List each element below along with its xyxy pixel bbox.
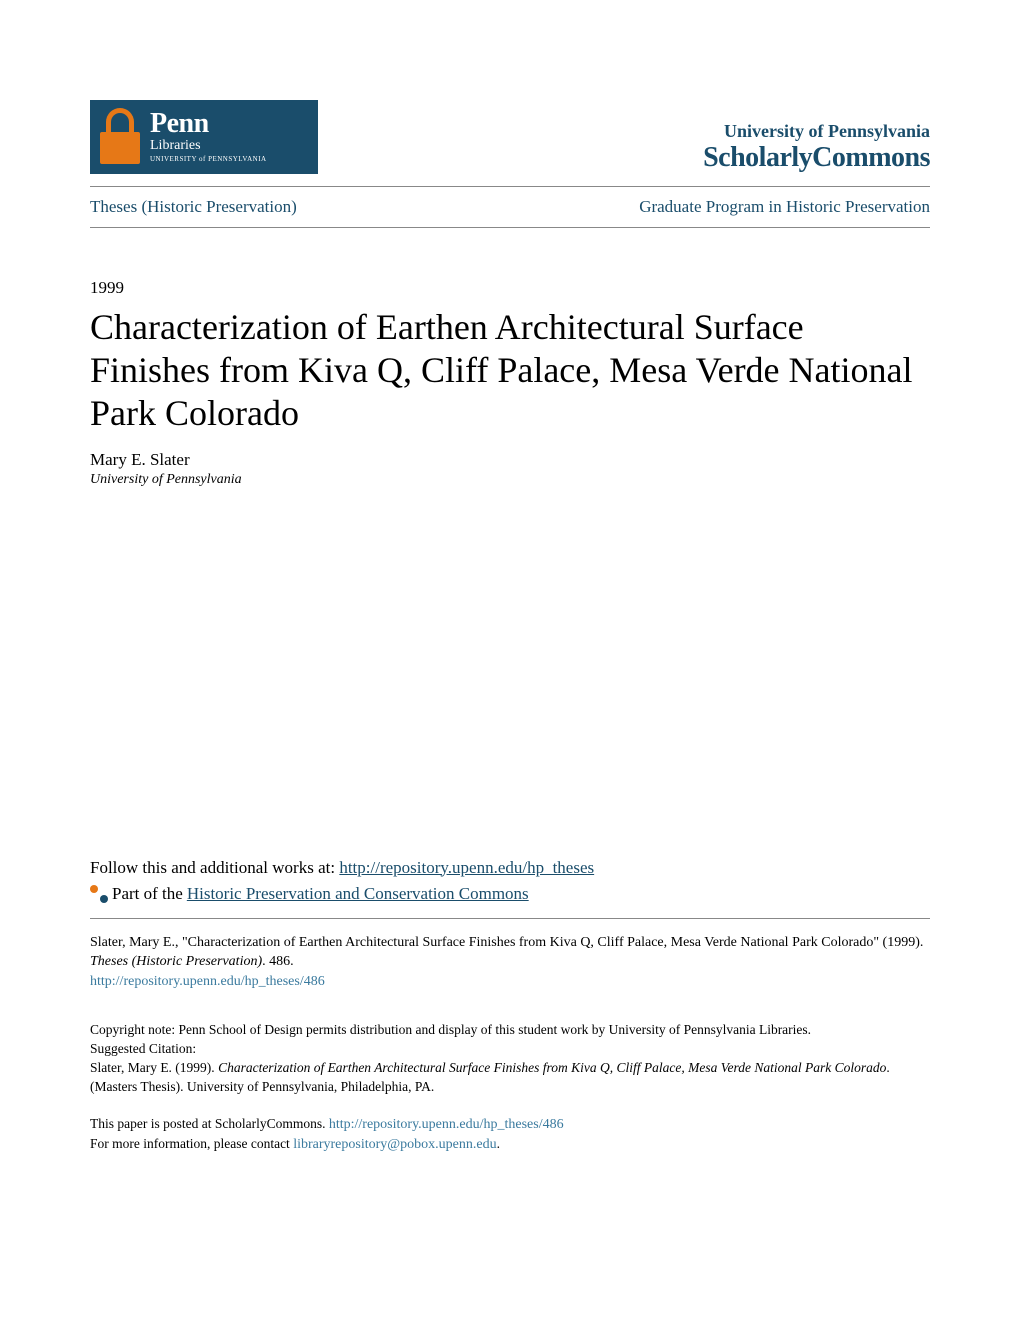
part-of-section: Part of the Historic Preservation and Co… <box>90 884 930 904</box>
author-name: Mary E. Slater <box>90 450 930 470</box>
open-access-lock-icon <box>98 108 142 166</box>
network-icon <box>90 885 108 903</box>
publication-year: 1999 <box>90 278 930 298</box>
logo-libraries-text: Libraries <box>150 138 267 155</box>
scholarly-commons-title[interactable]: ScholarlyCommons <box>703 142 930 174</box>
nav-collection-link[interactable]: Theses (Historic Preservation) <box>90 197 297 217</box>
citation-url[interactable]: http://repository.upenn.edu/hp_theses/48… <box>90 974 325 989</box>
footer-contact-prefix: For more information, please contact <box>90 1136 293 1151</box>
part-of-prefix: Part of the <box>112 884 183 904</box>
footer-posted-url[interactable]: http://repository.upenn.edu/hp_theses/48… <box>329 1117 564 1132</box>
citation-section: Slater, Mary E., "Characterization of Ea… <box>90 918 930 992</box>
logo-penn-text: Penn <box>150 110 267 138</box>
nav-row: Theses (Historic Preservation) Graduate … <box>90 187 930 227</box>
nav-program-link[interactable]: Graduate Program in Historic Preservatio… <box>639 197 930 217</box>
suggested-citation-label: Suggested Citation: <box>90 1040 930 1059</box>
footer-posted-line: This paper is posted at ScholarlyCommons… <box>90 1115 930 1135</box>
divider-nav <box>90 227 930 228</box>
footer-contact-line: For more information, please contact lib… <box>90 1135 930 1155</box>
footer-section: This paper is posted at ScholarlyCommons… <box>90 1115 930 1154</box>
author-affiliation: University of Pennsylvania <box>90 472 930 488</box>
header-row: Penn Libraries UNIVERSITY of PENNSYLVANI… <box>90 100 930 174</box>
header-right: University of Pennsylvania ScholarlyComm… <box>703 121 930 174</box>
citation-number: . 486. <box>262 954 294 969</box>
penn-libraries-logo[interactable]: Penn Libraries UNIVERSITY of PENNSYLVANI… <box>90 100 318 174</box>
citation-author-year: Slater, Mary E. (1999). <box>90 1060 218 1075</box>
logo-text: Penn Libraries UNIVERSITY of PENNSYLVANI… <box>150 110 267 163</box>
citation-text-1: Slater, Mary E., "Characterization of Ea… <box>90 935 923 950</box>
follow-section: Follow this and additional works at: htt… <box>90 858 930 878</box>
commons-link[interactable]: Historic Preservation and Conservation C… <box>187 884 529 904</box>
follow-prefix: Follow this and additional works at: <box>90 858 339 877</box>
footer-posted-prefix: This paper is posted at ScholarlyCommons… <box>90 1116 329 1131</box>
copyright-section: Copyright note: Penn School of Design pe… <box>90 1021 930 1097</box>
document-title: Characterization of Earthen Architectura… <box>90 306 930 436</box>
footer-contact-email[interactable]: libraryrepository@pobox.upenn.edu <box>293 1137 496 1152</box>
suggested-citation-text: Slater, Mary E. (1999). Characterization… <box>90 1059 930 1097</box>
citation-title-italic: Characterization of Earthen Architectura… <box>218 1060 886 1075</box>
repository-link[interactable]: http://repository.upenn.edu/hp_theses <box>339 858 594 877</box>
footer-contact-suffix: . <box>497 1136 500 1151</box>
citation-series: Theses (Historic Preservation) <box>90 954 262 969</box>
logo-univ-text: UNIVERSITY of PENNSYLVANIA <box>150 155 267 163</box>
university-name[interactable]: University of Pennsylvania <box>703 121 930 142</box>
copyright-note: Copyright note: Penn School of Design pe… <box>90 1021 930 1040</box>
